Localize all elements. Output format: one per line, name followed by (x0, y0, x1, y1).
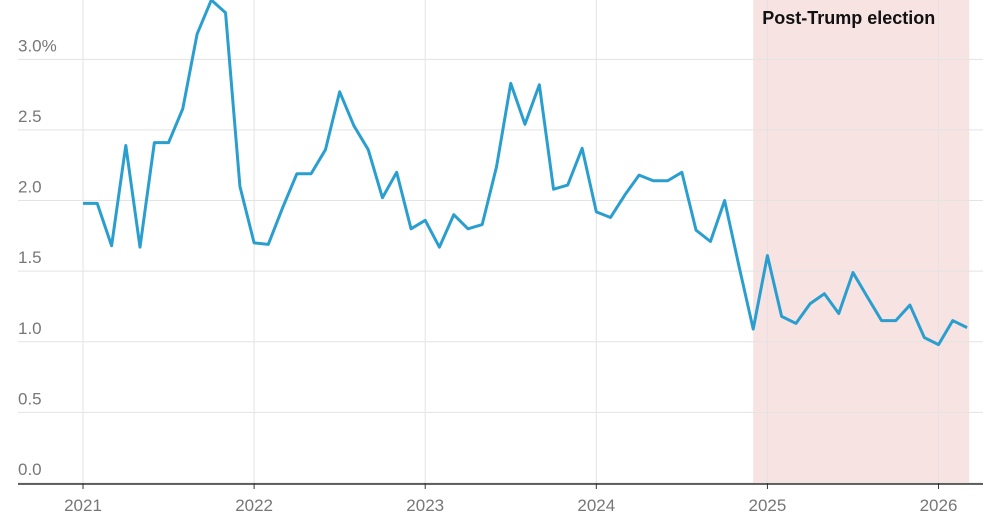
x-tick-label: 2025 (749, 496, 787, 515)
x-tick-label: 2023 (406, 496, 444, 515)
y-tick-label: 2.0 (18, 178, 42, 197)
x-tick-label: 2024 (577, 496, 615, 515)
x-tick-label: 2021 (64, 496, 102, 515)
shaded-region (753, 0, 970, 483)
x-tick-label: 2022 (235, 496, 273, 515)
y-tick-label: 0.5 (18, 389, 42, 408)
y-tick-label: 2.5 (18, 107, 42, 126)
shade-label: Post-Trump election (762, 8, 935, 28)
data-line (83, 0, 968, 347)
x-tick-label: 2026 (920, 496, 958, 515)
y-tick-label: 1.0 (18, 319, 42, 338)
y-tick-label: 0.0 (18, 460, 42, 479)
y-tick-label: 1.5 (18, 248, 42, 267)
y-tick-label: 3.0% (18, 36, 57, 55)
